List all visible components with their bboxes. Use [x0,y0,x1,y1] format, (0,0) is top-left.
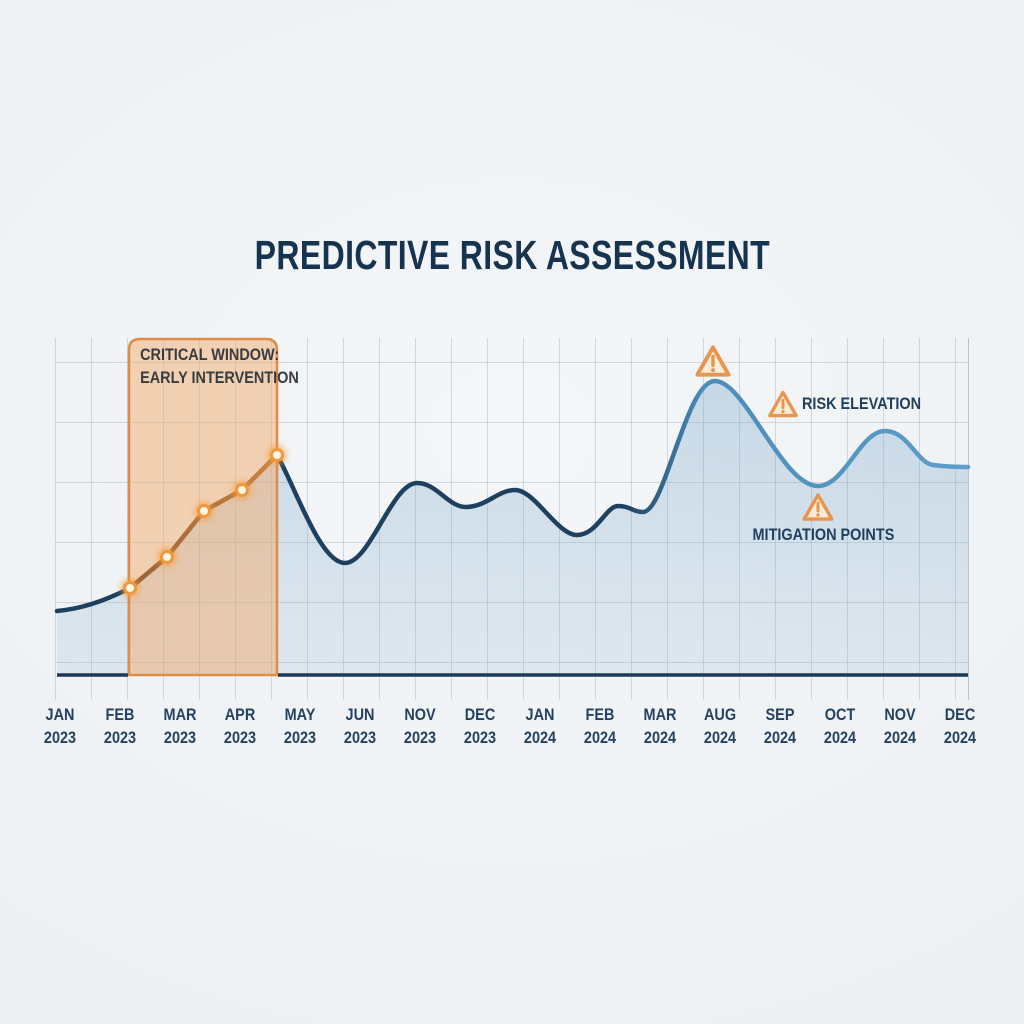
x-axis-label-year: 2024 [703,728,737,747]
x-axis-label: AUG 2024 [690,703,750,749]
x-axis-label-month: SEP [765,705,795,724]
x-axis-label-month: JAN [525,705,555,724]
x-axis-label-year: 2023 [343,728,377,747]
x-axis-label: NOV 2023 [390,703,450,749]
page-title: PREDICTIVE RISK ASSESSMENT [0,232,1024,279]
critical-window-label: CRITICAL WINDOW: EARLY INTERVENTION [129,343,299,389]
risk-elevation-warning-icon [768,390,798,418]
x-axis-label-year: 2023 [283,728,317,747]
x-axis-label-month: NOV [884,705,916,724]
x-axis-label-month: MAR [163,705,197,724]
x-axis-label: APR 2023 [210,703,270,749]
x-axis-label-year: 2024 [883,728,917,747]
risk-elevation-label: RISK ELEVATION [802,394,942,414]
x-axis-label: FEB 2024 [570,703,630,749]
x-axis-label-year: 2024 [643,728,677,747]
x-axis-label-month: OCT [824,705,856,724]
x-axis-label: NOV 2024 [870,703,930,749]
intervention-point [233,481,251,499]
x-axis-label-year: 2023 [223,728,257,747]
critical-window-label-line2: EARLY INTERVENTION [140,368,299,387]
intervention-point [158,548,176,566]
x-axis-label-year: 2023 [103,728,137,747]
x-axis-labels: JAN 2023 FEB 2023 MAR 2023 APR 2023 MAY 2023 JUN 20… [30,703,990,749]
x-axis-label-month: MAR [643,705,677,724]
x-axis-label-month: MAY [284,705,316,724]
x-axis-label: DEC 2023 [450,703,510,749]
risk-trend-line [54,378,971,614]
x-axis-label-month: AUG [703,705,737,724]
x-axis-label: OCT 2024 [810,703,870,749]
risk-elevation-label-text: RISK ELEVATION [802,394,922,413]
critical-window-label-line1: CRITICAL WINDOW: [140,345,280,364]
x-axis-label-year: 2024 [523,728,557,747]
x-axis-label-month: FEB [585,705,615,724]
x-axis-label: MAR 2023 [150,703,210,749]
x-axis-label-month: FEB [105,705,135,724]
intervention-point [268,446,286,464]
x-axis-label-year: 2023 [43,728,77,747]
risk-peak-warning-icon [695,345,731,377]
x-axis-label-year: 2023 [403,728,437,747]
x-axis-label-year: 2023 [463,728,497,747]
x-axis-label: MAR 2024 [630,703,690,749]
x-axis-label: MAY 2023 [270,703,330,749]
intervention-point [121,579,139,597]
x-axis-label-year: 2024 [763,728,797,747]
x-axis-label-month: JAN [45,705,75,724]
x-axis-label-month: JUN [345,705,375,724]
x-axis-label: FEB 2023 [90,703,150,749]
x-axis-label-year: 2023 [163,728,197,747]
x-axis-label: SEP 2024 [750,703,810,749]
intervention-point [195,502,213,520]
intervention-points [121,446,286,597]
mitigation-points-label: MITIGATION POINTS [740,525,898,545]
page-title-text: PREDICTIVE RISK ASSESSMENT [254,232,770,278]
x-axis-label: DEC 2024 [930,703,990,749]
x-axis-label-month: DEC [944,705,976,724]
x-axis-label: JAN 2024 [510,703,570,749]
x-axis-label-year: 2024 [823,728,857,747]
x-axis-label-month: DEC [464,705,496,724]
x-axis-label: JAN 2023 [30,703,90,749]
x-axis-label-year: 2024 [943,728,977,747]
risk-area-fill [57,381,968,675]
x-axis-label-month: APR [224,705,256,724]
x-axis-label: JUN 2023 [330,703,390,749]
x-axis-label-month: NOV [404,705,436,724]
x-axis-label-year: 2024 [583,728,617,747]
mitigation-points-label-text: MITIGATION POINTS [752,525,895,544]
